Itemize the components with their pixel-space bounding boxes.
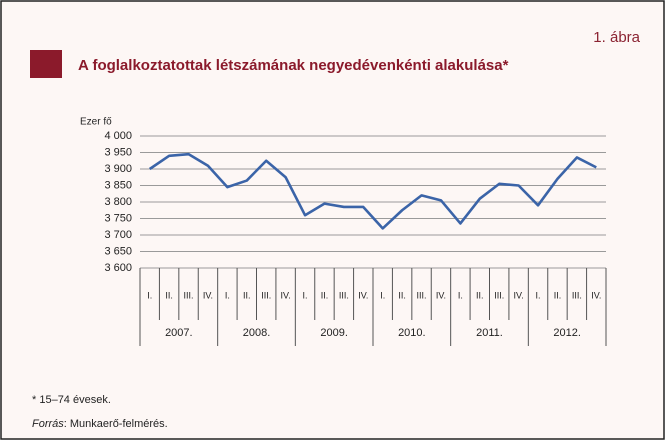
x-tick-label: II.: [321, 290, 329, 300]
x-tick-label: IV.: [203, 290, 213, 300]
x-tick-label: II.: [243, 290, 251, 300]
source: Forrás: Munkaerő-felmérés.: [32, 418, 168, 430]
group-label: 2011.: [476, 327, 503, 339]
group-label: 2007.: [165, 327, 193, 339]
title-marker: [30, 50, 62, 78]
group-label: 2008.: [243, 327, 271, 339]
y-tick-label: 3 600: [104, 262, 132, 274]
group-label: 2012.: [553, 327, 581, 339]
source-text: : Munkaerő-felmérés.: [64, 418, 168, 430]
x-tick-label: II.: [398, 290, 406, 300]
x-tick-label: III.: [184, 290, 194, 300]
y-tick-label: 3 700: [104, 229, 132, 241]
x-tick-label: I.: [225, 290, 230, 300]
y-tick-label: 4 000: [104, 130, 132, 142]
chart-title: A foglalkoztatottak létszámának negyedév…: [78, 57, 509, 74]
figure-label: 1. ábra: [593, 29, 640, 46]
x-tick-label: IV.: [436, 290, 446, 300]
y-tick-label: 3 750: [104, 212, 132, 224]
y-tick-label: 3 950: [104, 146, 132, 158]
x-tick-label: IV.: [514, 290, 524, 300]
x-tick-label: III.: [572, 290, 582, 300]
x-tick-label: II.: [476, 290, 484, 300]
y-axis-label: Ezer fő: [80, 117, 112, 128]
x-tick-label: IV.: [591, 290, 601, 300]
y-tick-label: 3 650: [104, 245, 132, 257]
data-line: [148, 152, 597, 230]
x-tick-label: III.: [417, 290, 427, 300]
source-label: Forrás: [32, 418, 64, 430]
y-tick-label: 3 850: [104, 179, 132, 191]
x-tick-label: I.: [303, 290, 308, 300]
x-tick-label: I.: [147, 290, 152, 300]
group-label: 2010.: [398, 327, 426, 339]
x-tick-label: III.: [261, 290, 271, 300]
x-tick-label: II.: [165, 290, 173, 300]
y-tick-label: 3 800: [104, 196, 132, 208]
x-tick-label: I.: [380, 290, 385, 300]
group-label: 2009.: [320, 327, 348, 339]
x-tick-label: IV.: [281, 290, 291, 300]
x-tick-label: II.: [554, 290, 562, 300]
x-tick-label: IV.: [358, 290, 368, 300]
x-tick-label: III.: [339, 290, 349, 300]
x-tick-label: I.: [536, 290, 541, 300]
y-tick-label: 3 900: [104, 163, 132, 175]
footnote: * 15–74 évesek.: [32, 394, 111, 406]
x-tick-label: I.: [458, 290, 463, 300]
x-tick-label: III.: [494, 290, 504, 300]
